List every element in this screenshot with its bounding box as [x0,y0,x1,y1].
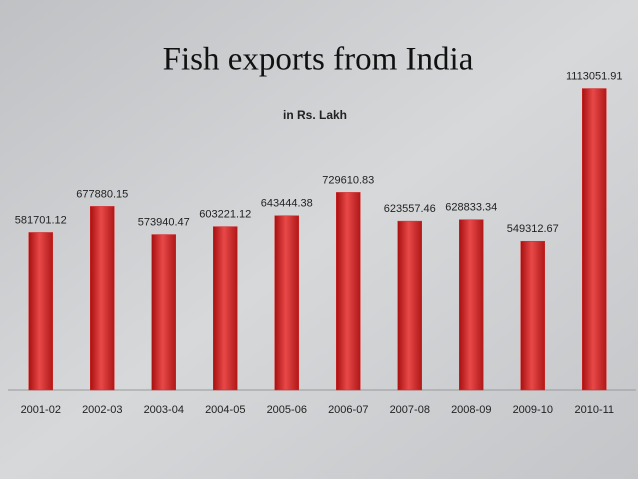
x-tick-label: 2008-09 [451,404,491,416]
x-tick-label: 2007-08 [390,404,430,416]
x-tick-label: 2002-03 [82,404,122,416]
data-label: 573940.47 [138,216,190,228]
x-tick-label: 2009-10 [513,404,553,416]
bar [28,232,53,391]
data-label: 1113051.91 [566,70,622,82]
bar [397,220,422,391]
data-label: 603221.12 [199,209,251,221]
x-tick-label: 2001-02 [21,404,61,416]
x-tick-label: 2010-11 [574,404,614,416]
chart-subtitle: in Rs. Lakh [283,108,347,122]
bar [336,192,361,391]
data-label: 623557.46 [384,203,436,215]
data-label: 628833.34 [445,202,497,214]
chart-title: Fish exports from India [163,42,474,78]
data-label: 643444.38 [261,198,313,210]
bar [582,88,607,391]
bar [459,219,484,391]
x-tick-label: 2003-04 [144,404,184,416]
bar [90,206,115,391]
data-label: 549312.67 [507,223,559,235]
data-label: 729610.83 [322,174,374,186]
x-tick-label: 2006-07 [328,404,368,416]
data-label: 677880.15 [76,188,128,200]
x-tick-label: 2004-05 [205,404,245,416]
bar [274,215,299,391]
bar [520,240,545,391]
data-label: 581701.12 [15,214,67,226]
bar [151,234,176,391]
x-tick-label: 2005-06 [267,404,307,416]
bar [213,226,238,391]
